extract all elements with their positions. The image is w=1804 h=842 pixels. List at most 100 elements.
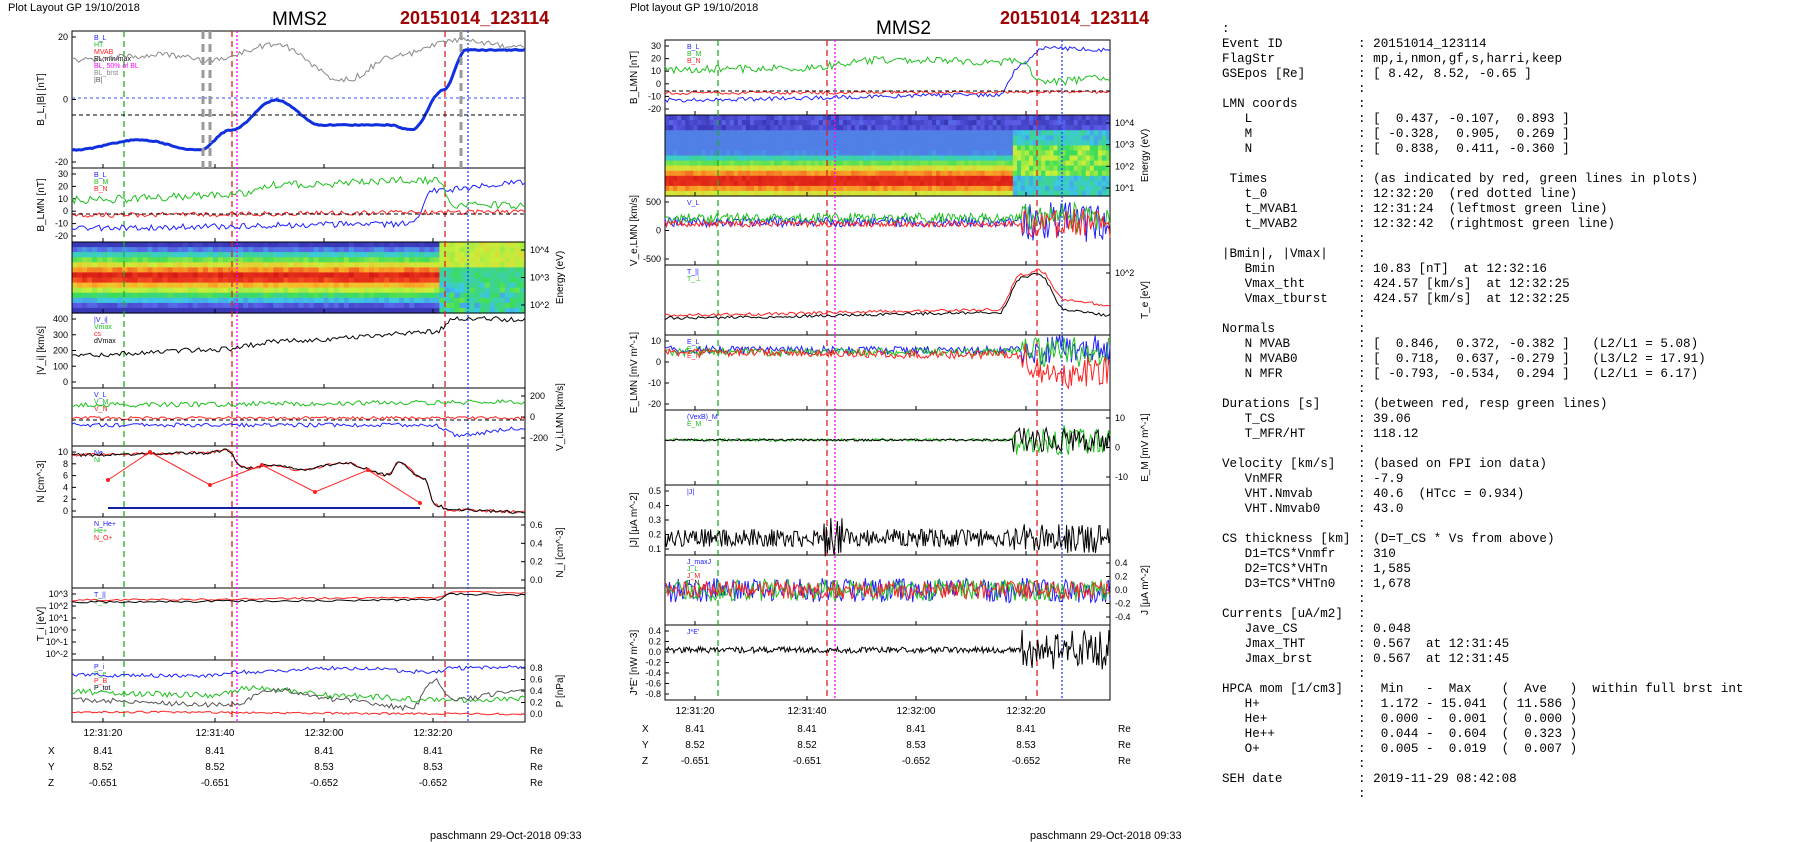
spectrogram-cell [112,287,118,294]
spectrogram-cell [117,302,123,309]
spectrogram-cell [228,272,234,279]
spectrogram-cell [1077,130,1083,136]
spectrogram-cell [903,125,909,131]
spectrogram-cell [1017,155,1022,162]
spectrogram-cell [394,267,400,274]
spectrogram-cell [665,120,670,126]
spectrogram-cell [459,257,466,263]
spectrogram-cell [992,165,998,172]
spectrogram-cell [112,307,118,314]
spectrogram-cell [972,120,978,126]
spectrogram-cell [328,297,335,304]
spectrogram-cell [863,140,868,146]
spectrogram-cell [948,185,953,192]
spectrogram-cell [766,135,771,141]
spectrogram-cell [697,165,702,172]
spectrogram-cell [509,247,516,253]
spectrogram-cell [770,185,775,192]
spectrogram-cell [273,252,279,258]
spectrogram-cell [887,145,893,152]
spectrogram-cell [741,190,747,197]
spectrogram-cell [741,135,747,141]
spectrogram-cell [520,302,526,309]
spectrogram-cell [167,297,174,304]
spectrogram-cell [996,190,1002,197]
spectrogram-cell [988,180,994,187]
spectrogram-cell [701,145,706,152]
spectrogram-cell [867,175,872,182]
spectrogram-cell [871,170,876,177]
spectrogram-cell [363,242,370,248]
spectrogram-cell [202,242,209,248]
spectrogram-cell [353,267,360,274]
spectrogram-cell [348,247,355,253]
spectrogram-cell [936,120,941,126]
spectrogram-cell [762,140,767,146]
spectrogram-cell [669,165,674,172]
spectrogram-cell [863,180,868,187]
spectrogram-cell [1037,160,1042,167]
spectrogram-cell [192,252,199,258]
spectrogram-cell [705,170,711,177]
spectrogram-cell [509,277,516,284]
spectrogram-cell [782,135,787,141]
spectrogram-cell [424,247,430,253]
spectrogram-cell [258,277,264,284]
spectrogram-cell [192,257,199,263]
spectrogram-cell [384,277,390,284]
spectrogram-cell [1025,135,1030,141]
spectrogram-cell [980,160,986,167]
spectrogram-cell [489,252,496,258]
spectrogram-cell [1021,115,1026,121]
spectrogram-cell [197,277,204,284]
j-l-series [664,576,1111,604]
spectrogram-cell [489,267,496,274]
spectrogram-cell [97,292,103,299]
spectrogram-cell [313,272,320,279]
spectrogram-cell [1089,165,1095,172]
spectrogram-cell [851,150,856,157]
spectrogram-cell [701,160,706,167]
spectrogram-cell [976,135,982,141]
spectrogram-cell [399,272,405,279]
spectrogram-cell [117,292,123,299]
y-tick-label-right: 200 [530,391,545,401]
spectrogram-cell [713,135,719,141]
spectrogram-cell [980,180,986,187]
y-tick-label-right: 0.0 [530,709,543,719]
spectrogram-cell [758,165,763,172]
spectrogram-cell [1033,160,1038,167]
spectrogram-cell [343,247,350,253]
spectrogram-cell [806,175,812,182]
spectrogram-cell [737,115,743,121]
spectrogram-cell [444,242,451,248]
spectrogram-cell [293,287,300,294]
info-line: : [1222,82,1366,96]
info-line: t_MVAB2 : 12:32:42 (rightmost green line… [1222,217,1615,231]
spectrogram-cell [956,140,961,146]
spectrogram-cell [778,155,783,162]
spectrogram-cell [915,170,921,177]
spectrogram-cell [162,297,169,304]
spectrogram-cell [1053,165,1058,172]
spectrogram-cell [499,267,506,274]
spectrogram-cell [303,292,310,299]
spectrogram-cell [112,247,118,253]
spectrogram-cell [847,120,852,126]
spectrogram-cell [758,135,763,141]
spectrogram-cell [976,130,982,136]
spectrogram-cell [859,185,864,192]
spectrogram-cell [248,247,254,253]
spectrogram-cell [879,175,884,182]
spectrogram-cell [956,180,961,187]
spectrogram-cell [469,267,476,274]
spectrogram-cell [875,175,880,182]
spectrogram-cell [717,180,723,187]
spectrogram-cell [1081,155,1087,162]
spectrogram-cell [984,135,990,141]
spectrogram-cell [867,160,872,167]
spectrogram-cell [863,120,868,126]
spectrogram-cell [992,190,998,197]
spectrogram-cell [968,180,973,187]
spectrogram-cell [689,155,694,162]
